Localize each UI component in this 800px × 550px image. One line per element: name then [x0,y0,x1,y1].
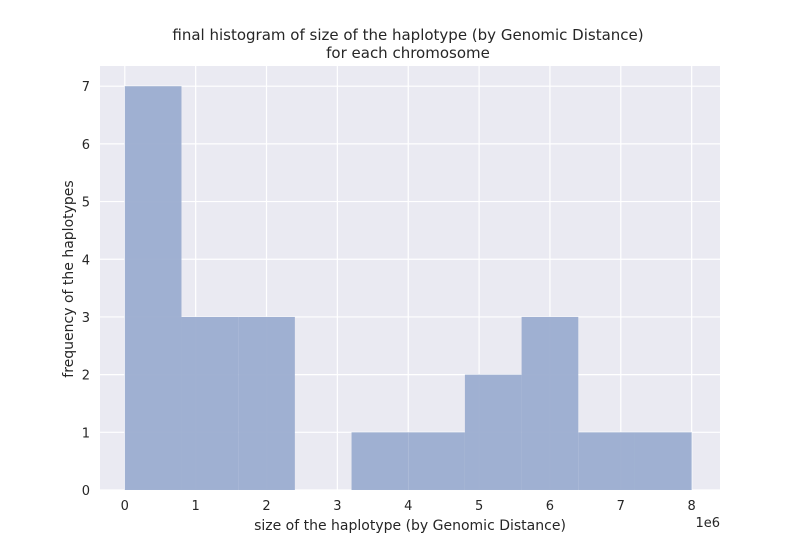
x-tick-label: 0 [121,499,129,514]
histogram-bar [238,316,295,490]
histogram-bar [181,316,239,490]
y-tick-label: 6 [82,138,90,153]
x-tick-label: 6 [546,499,554,514]
x-tick-label: 8 [688,499,696,514]
y-tick-label: 0 [82,484,90,499]
y-tick-label: 3 [82,311,90,326]
y-tick-label: 1 [82,426,90,441]
y-tick-label: 7 [82,80,90,95]
histogram-bars [124,86,692,490]
x-tick-label: 2 [262,499,270,514]
x-axis-offset-label: 1e6 [695,516,720,531]
y-axis-label: frequency of the haplotypes [61,180,77,377]
histogram-bar [578,432,635,490]
chart-title-line-1: final histogram of size of the haplotype… [172,26,643,44]
chart-title-line-2: for each chromosome [326,44,490,62]
histogram-bar [124,86,182,490]
histogram-bar [351,432,409,490]
y-tick-label: 2 [82,369,90,384]
histogram-bar [521,316,579,490]
y-tick-label: 4 [82,253,90,268]
y-tick-label: 5 [82,196,90,211]
x-axis-ticks: 0 1 2 3 4 5 6 7 8 [121,499,696,514]
histogram-bar [408,432,465,490]
x-tick-label: 1 [192,499,200,514]
y-axis-ticks: 0 1 2 3 4 5 6 7 [82,80,90,499]
x-tick-label: 5 [475,499,483,514]
x-axis-label: size of the haplotype (by Genomic Distan… [254,518,566,534]
histogram-bar [464,374,522,490]
histogram-bar [634,432,692,490]
x-tick-label: 4 [404,499,412,514]
x-tick-label: 3 [333,499,341,514]
x-tick-label: 7 [617,499,625,514]
